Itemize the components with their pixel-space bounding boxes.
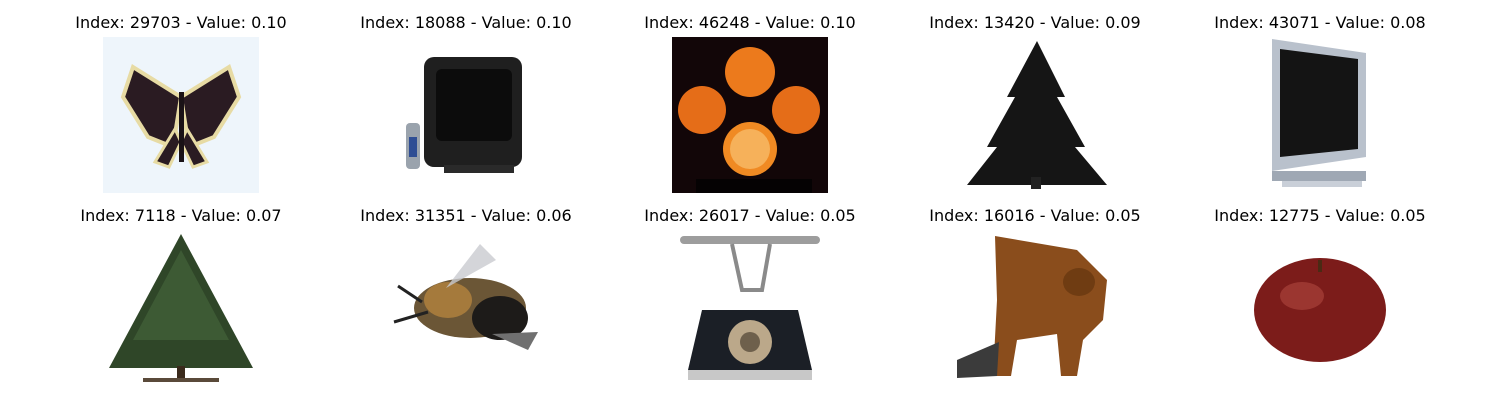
thumbnail-title: Index: 26017 - Value: 0.05 bbox=[644, 206, 856, 225]
thumbnail-title: Index: 31351 - Value: 0.06 bbox=[360, 206, 572, 225]
thumbnail-title: Index: 18088 - Value: 0.10 bbox=[360, 13, 572, 32]
thumbnail-title: Index: 46248 - Value: 0.10 bbox=[644, 13, 856, 32]
thumbnail-flat-tv bbox=[1242, 37, 1398, 193]
thumbnail-bee bbox=[388, 230, 544, 386]
thumbnail-title: Index: 29703 - Value: 0.10 bbox=[75, 13, 287, 32]
thumbnail-oranges bbox=[672, 37, 828, 193]
thumbnail-animal bbox=[957, 230, 1113, 386]
thumbnail-television bbox=[388, 37, 544, 193]
thumbnail-title: Index: 12775 - Value: 0.05 bbox=[1214, 206, 1426, 225]
thumbnail-title: Index: 16016 - Value: 0.05 bbox=[929, 206, 1141, 225]
thumbnail-title: Index: 43071 - Value: 0.08 bbox=[1214, 13, 1426, 32]
thumbnail-title: Index: 13420 - Value: 0.09 bbox=[929, 13, 1141, 32]
thumbnail-apple bbox=[1242, 230, 1398, 386]
thumbnail-pine-tree bbox=[957, 37, 1113, 193]
thumbnail-title: Index: 7118 - Value: 0.07 bbox=[80, 206, 282, 225]
thumbnail-telephone bbox=[672, 230, 828, 386]
thumbnail-tree bbox=[103, 230, 259, 386]
thumbnail-butterfly bbox=[103, 37, 259, 193]
